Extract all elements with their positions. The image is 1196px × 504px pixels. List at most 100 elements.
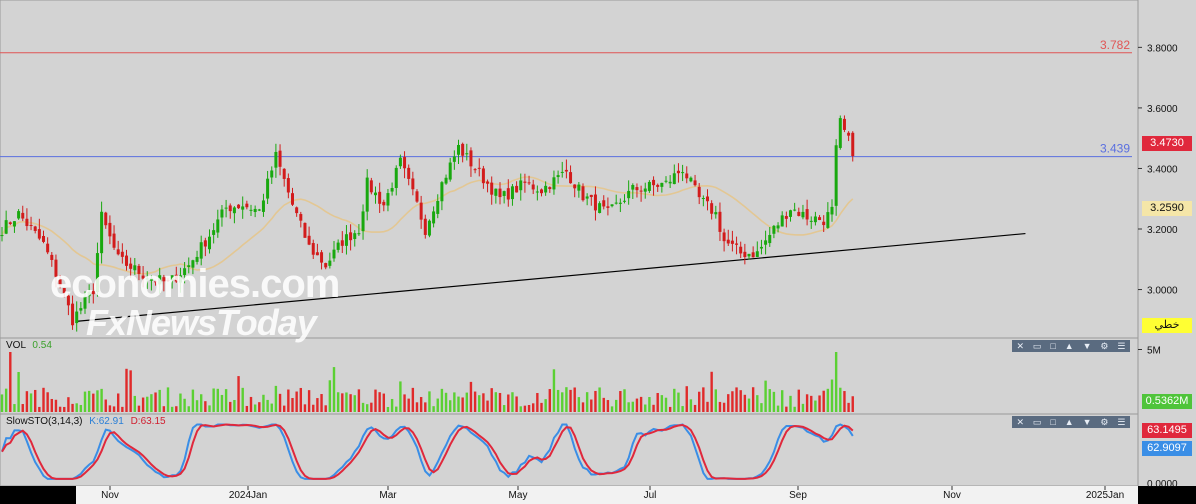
candle-body <box>394 167 398 188</box>
time-tick-label: Nov <box>101 490 119 501</box>
candle-body <box>465 153 469 155</box>
candle-body <box>320 252 324 263</box>
volume-bar <box>146 396 149 412</box>
list-icon[interactable]: ☰ <box>1117 341 1126 351</box>
volume-bar <box>735 387 738 412</box>
candle-body <box>560 171 564 173</box>
volume-bar <box>312 404 315 412</box>
volume-panel <box>0 337 1139 415</box>
volume-bar <box>515 396 518 412</box>
candle-body <box>228 205 232 212</box>
candle-body <box>232 207 236 214</box>
candle-body <box>618 202 622 204</box>
volume-bar <box>112 406 116 412</box>
candle-body <box>332 249 336 259</box>
volume-bar <box>689 399 693 412</box>
settings-icon[interactable]: ⚙ <box>1100 341 1109 351</box>
candle-body <box>50 254 54 260</box>
close-icon[interactable]: ✕ <box>1016 417 1024 427</box>
down-icon[interactable]: ▼ <box>1082 341 1092 351</box>
volume-bar <box>92 393 95 412</box>
volume-bar <box>594 390 597 412</box>
volume-bar <box>718 401 722 412</box>
volume-bar <box>204 401 207 412</box>
volume-bar <box>747 398 751 412</box>
volume-bar <box>498 392 502 412</box>
candle-body <box>851 132 855 157</box>
time-tick-label: Jul <box>644 490 657 501</box>
volume-bar <box>751 387 755 412</box>
volume-bar <box>50 398 53 412</box>
stochastic-k-line <box>1 423 854 480</box>
up-icon[interactable]: ▲ <box>1064 417 1074 427</box>
volume-bar <box>67 397 70 412</box>
candle-body <box>83 296 87 309</box>
candle-body <box>208 236 211 250</box>
volume-bar <box>540 402 543 412</box>
candle-body <box>195 256 199 262</box>
volume-bar <box>175 406 178 412</box>
restore-icon[interactable]: ▭ <box>1032 341 1042 351</box>
volume-bar <box>639 396 643 412</box>
candle-body <box>739 246 743 254</box>
volume-bar <box>552 369 556 412</box>
candle-body <box>801 211 805 218</box>
volume-bar <box>245 405 249 412</box>
chart-type-badge[interactable]: خطي <box>1142 318 1192 333</box>
horizontal-line-label: 3.439 <box>1100 142 1130 156</box>
candle-body <box>336 242 340 250</box>
volume-bar <box>233 399 236 412</box>
candle-body <box>527 182 531 184</box>
candle-body <box>71 303 75 326</box>
volume-bar <box>133 395 136 412</box>
volume-bar <box>287 389 290 412</box>
trend-line <box>75 232 1026 322</box>
candle-body <box>710 203 714 214</box>
candle-body <box>826 212 830 228</box>
up-icon[interactable]: ▲ <box>1064 341 1074 351</box>
candle-body <box>178 275 182 283</box>
candle-body <box>793 209 797 211</box>
volume-bar <box>38 406 41 412</box>
candle-body <box>718 211 722 232</box>
time-tick-label: Nov <box>943 490 961 501</box>
candle-body <box>552 177 556 190</box>
volume-bar <box>129 370 132 412</box>
volume-bar <box>374 389 377 412</box>
volume-bar <box>166 387 170 412</box>
volume-bar <box>403 394 406 412</box>
candle-body <box>635 187 639 191</box>
candle-body <box>776 225 780 229</box>
volume-bar <box>585 392 589 412</box>
volume-bar <box>399 381 402 412</box>
maximize-icon[interactable]: □ <box>1050 417 1056 427</box>
maximize-icon[interactable]: □ <box>1050 341 1056 351</box>
candle-body <box>427 220 431 236</box>
volume-bar <box>200 394 203 412</box>
stochastic-d-line <box>1 423 854 480</box>
down-icon[interactable]: ▼ <box>1082 417 1092 427</box>
volume-bar <box>814 400 817 412</box>
volume-bar <box>615 399 618 412</box>
settings-icon[interactable]: ⚙ <box>1100 417 1109 427</box>
close-icon[interactable]: ✕ <box>1016 341 1024 351</box>
candle-body <box>411 178 415 190</box>
price-tick-label: 3.2000 <box>1147 225 1178 236</box>
candle-body <box>108 222 112 237</box>
volume-bar <box>137 405 141 412</box>
volume-bar <box>685 386 688 412</box>
volume-bar <box>341 393 344 412</box>
candle-body <box>382 201 386 206</box>
volume-bar <box>826 388 830 412</box>
candle-body <box>834 145 838 206</box>
candle-body <box>681 172 685 174</box>
restore-icon[interactable]: ▭ <box>1032 417 1042 427</box>
candle-body <box>328 260 332 266</box>
volume-bar <box>208 405 211 412</box>
candle-body <box>241 206 245 210</box>
volume-bar <box>21 404 24 412</box>
candlesticks <box>0 115 855 332</box>
list-icon[interactable]: ☰ <box>1117 417 1126 427</box>
volume-bar <box>830 379 834 412</box>
candle-body <box>623 200 626 202</box>
